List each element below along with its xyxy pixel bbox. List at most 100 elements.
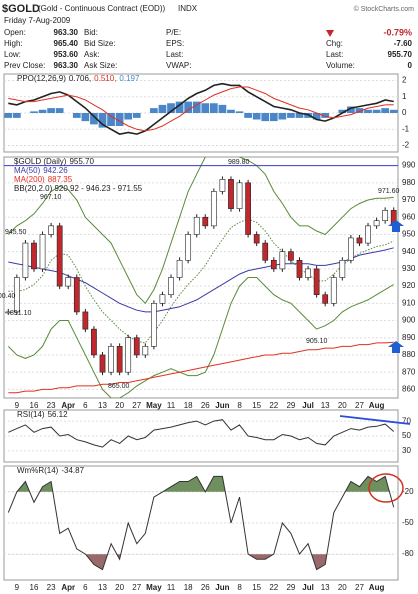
- candle: [185, 234, 192, 261]
- legend-entry: RSI(14): [17, 410, 45, 419]
- histogram-bar: [389, 109, 398, 113]
- candle: [48, 225, 54, 235]
- candle: [176, 259, 183, 278]
- x-tick-label: 23: [47, 583, 56, 592]
- panel: [3, 156, 399, 399]
- histogram-bar: [90, 113, 98, 125]
- histogram-bar: [55, 108, 64, 113]
- date: Friday 7-Aug-2009: [4, 16, 71, 25]
- x-tick-label: 11: [167, 401, 176, 410]
- y-tick-label: 860: [402, 385, 416, 394]
- candle: [31, 242, 37, 270]
- x-tick-label: 6: [83, 583, 88, 592]
- quote-label: Ask Size:: [84, 61, 117, 70]
- y-tick-label: 50: [402, 431, 411, 440]
- x-tick-label: 18: [184, 583, 193, 592]
- line: [8, 419, 395, 448]
- candle: [202, 216, 209, 227]
- legend-value: 887.35: [48, 175, 73, 184]
- histogram-bar: [278, 113, 287, 120]
- quote-label: Bid:: [84, 28, 98, 37]
- x-tick-label: Aug: [369, 401, 385, 410]
- quote-label: Volume:: [326, 61, 355, 70]
- x-tick-label: Jul: [302, 583, 314, 592]
- legend: RSI(14) 56.12: [17, 410, 68, 419]
- line: [8, 82, 394, 135]
- x-tick-label: May: [146, 583, 162, 592]
- candle: [313, 268, 320, 296]
- candle: [236, 182, 243, 209]
- symbol: $GOLD: [2, 3, 40, 15]
- y-tick-label: 1: [402, 92, 407, 101]
- x-tick-label: 11: [167, 583, 176, 592]
- arrow: [388, 341, 404, 353]
- histogram-bar: [4, 113, 13, 118]
- extreme-area: [8, 554, 394, 570]
- y-tick-label: -1: [402, 124, 410, 133]
- x-tick-label: 29: [286, 401, 295, 410]
- y-tick-label: -20: [402, 487, 414, 496]
- quote-label: Ask:: [84, 50, 100, 59]
- x-tick-label: 15: [252, 401, 261, 410]
- candle: [65, 277, 72, 287]
- candle: [73, 277, 80, 313]
- y-tick-label: 0: [402, 108, 407, 117]
- y-tick-label: -80: [402, 549, 414, 558]
- histogram-bar: [261, 113, 270, 122]
- y-tick-label: -50: [402, 518, 414, 527]
- bollinger-middle: [8, 218, 394, 344]
- histogram-bar: [227, 109, 235, 113]
- x-tick-label: 26: [201, 401, 210, 410]
- histogram-bar: [372, 109, 381, 113]
- quote-value: 955.70: [388, 50, 413, 59]
- candle: [339, 259, 346, 278]
- legend-entry: -34.87: [61, 466, 84, 475]
- candle: [296, 259, 303, 278]
- quote-label: Last:: [166, 50, 183, 59]
- legend-name: MA(200): [14, 175, 45, 184]
- y-tick-label: 900: [402, 316, 416, 325]
- quote-label: Bid Size:: [84, 39, 116, 48]
- legend-entry: 0.706,: [69, 74, 91, 83]
- quote-value: 965.40: [54, 39, 79, 48]
- quote-value: 963.30: [54, 28, 79, 37]
- y-tick-label: 940: [402, 247, 416, 256]
- candle: [245, 182, 251, 235]
- x-tick-label: 22: [269, 401, 278, 410]
- histogram-bar: [347, 106, 355, 113]
- x-tick-label: 22: [269, 583, 278, 592]
- histogram-bar: [30, 111, 38, 113]
- x-tick-label: 8: [237, 583, 242, 592]
- histogram-bar: [312, 113, 321, 120]
- exchange: INDX: [178, 4, 198, 13]
- legend-name: MA(50): [14, 166, 41, 175]
- candle: [382, 210, 389, 221]
- trend-line: [339, 415, 411, 425]
- x-tick-label: 18: [184, 401, 193, 410]
- x-tick-label: 20: [338, 401, 347, 410]
- quote-label: Low:: [4, 50, 21, 59]
- candle: [288, 251, 294, 261]
- candle: [219, 179, 226, 192]
- x-tick-label: 20: [115, 583, 124, 592]
- highlight-circle: [368, 473, 404, 503]
- x-tick-label: 27: [132, 401, 141, 410]
- candle: [279, 251, 286, 270]
- x-tick-label: 9: [15, 583, 20, 592]
- candle: [108, 346, 114, 373]
- candle: [168, 277, 174, 296]
- histogram-bar: [364, 109, 372, 113]
- line: [8, 86, 394, 132]
- annotation: 967.10: [40, 194, 62, 201]
- quote-label: EPS:: [166, 39, 184, 48]
- quote-label: High:: [4, 39, 23, 48]
- candle: [133, 337, 140, 356]
- legend-entry: 0.510,: [94, 74, 116, 83]
- line: [7, 475, 395, 571]
- histogram-bar: [269, 113, 278, 122]
- quote-value: -7.60: [394, 39, 413, 48]
- candle: [99, 354, 106, 373]
- quote-label: Open:: [4, 28, 26, 37]
- bollinger-band: [7, 277, 394, 398]
- histogram-bar: [287, 113, 295, 118]
